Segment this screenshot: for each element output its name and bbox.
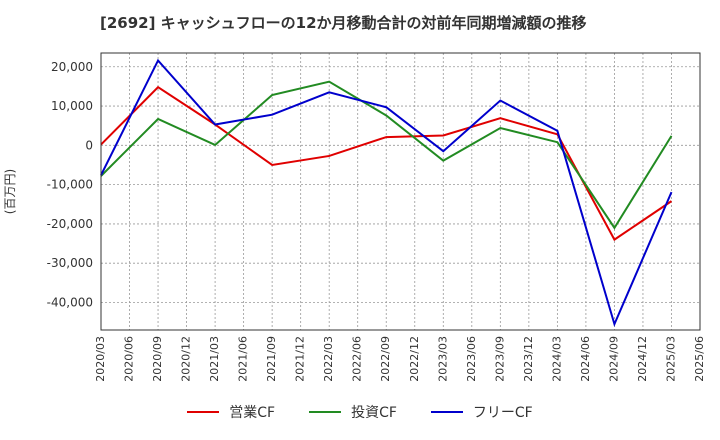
x-tick-label: 2022/12: [408, 336, 421, 382]
x-tick-label: 2023/03: [436, 336, 449, 382]
x-tick-label: 2023/09: [493, 336, 506, 382]
x-tick-label: 2022/03: [322, 336, 335, 382]
x-tick-labels: 2020/03 2020/06 2020/09 2020/12 2021/03 2021/…: [94, 336, 706, 382]
plot-frame: [100, 52, 701, 331]
x-tick-label: 2022/09: [379, 336, 392, 382]
x-tick-label: 2024/09: [607, 336, 620, 382]
grid-lines: [101, 53, 700, 330]
y-tick-label: -30,000: [47, 256, 93, 270]
y-tick-label: -10,000: [47, 178, 93, 192]
series-line-1: [100, 80, 673, 230]
legend-item-1: 投資CF: [309, 402, 397, 422]
y-tick-label: -20,000: [47, 217, 93, 231]
x-tick-label: 2021/12: [294, 336, 307, 382]
x-tick-label: 2020/06: [123, 336, 136, 382]
legend-label: 投資CF: [351, 405, 397, 421]
series-line-2: [100, 58, 673, 328]
series-lines: [100, 58, 673, 328]
x-tick-label: 2024/06: [579, 336, 592, 382]
y-tick-label: 0: [85, 138, 93, 152]
y-tick-label: -40,000: [47, 295, 93, 309]
x-tick-label: 2020/12: [180, 336, 193, 382]
y-tick-label: 10,000: [51, 99, 93, 113]
x-tick-label: 2021/09: [265, 336, 278, 382]
x-tick-label: 2024/03: [550, 336, 563, 382]
x-tick-label: 2025/03: [664, 336, 677, 382]
x-tick-label: 2021/03: [208, 336, 221, 382]
legend-item-2: フリーCF: [430, 402, 533, 422]
legend-swatch: [430, 411, 463, 413]
y-axis-label: (百万円): [3, 169, 17, 214]
legend-swatch: [187, 411, 220, 413]
x-tick-label: 2022/06: [351, 336, 364, 382]
x-tick-label: 2023/06: [465, 336, 478, 382]
legend-label: フリーCF: [472, 405, 533, 421]
y-tick-label: 20,000: [51, 60, 93, 74]
x-tick-label: 2020/03: [94, 336, 107, 382]
x-tick-label: 2025/06: [693, 336, 706, 382]
x-tick-label: 2020/09: [151, 336, 164, 382]
y-tick-labels: 20,000 10,000 0 -10,000 -20,000 -30,000 -40,00…: [47, 60, 93, 310]
legend-label: 営業CF: [229, 405, 276, 421]
x-tick-label: 2021/06: [237, 336, 250, 382]
chart-title: [2692] キャッシュフローの12か月移動合計の対前年同期増減額の推移: [100, 14, 587, 32]
legend: 営業CF 投資CF フリーCF: [0, 398, 720, 426]
legend-item-0: 営業CF: [187, 402, 275, 422]
x-tick-label: 2024/12: [636, 336, 649, 382]
legend-swatch: [309, 411, 342, 413]
x-tick-label: 2023/12: [522, 336, 535, 382]
